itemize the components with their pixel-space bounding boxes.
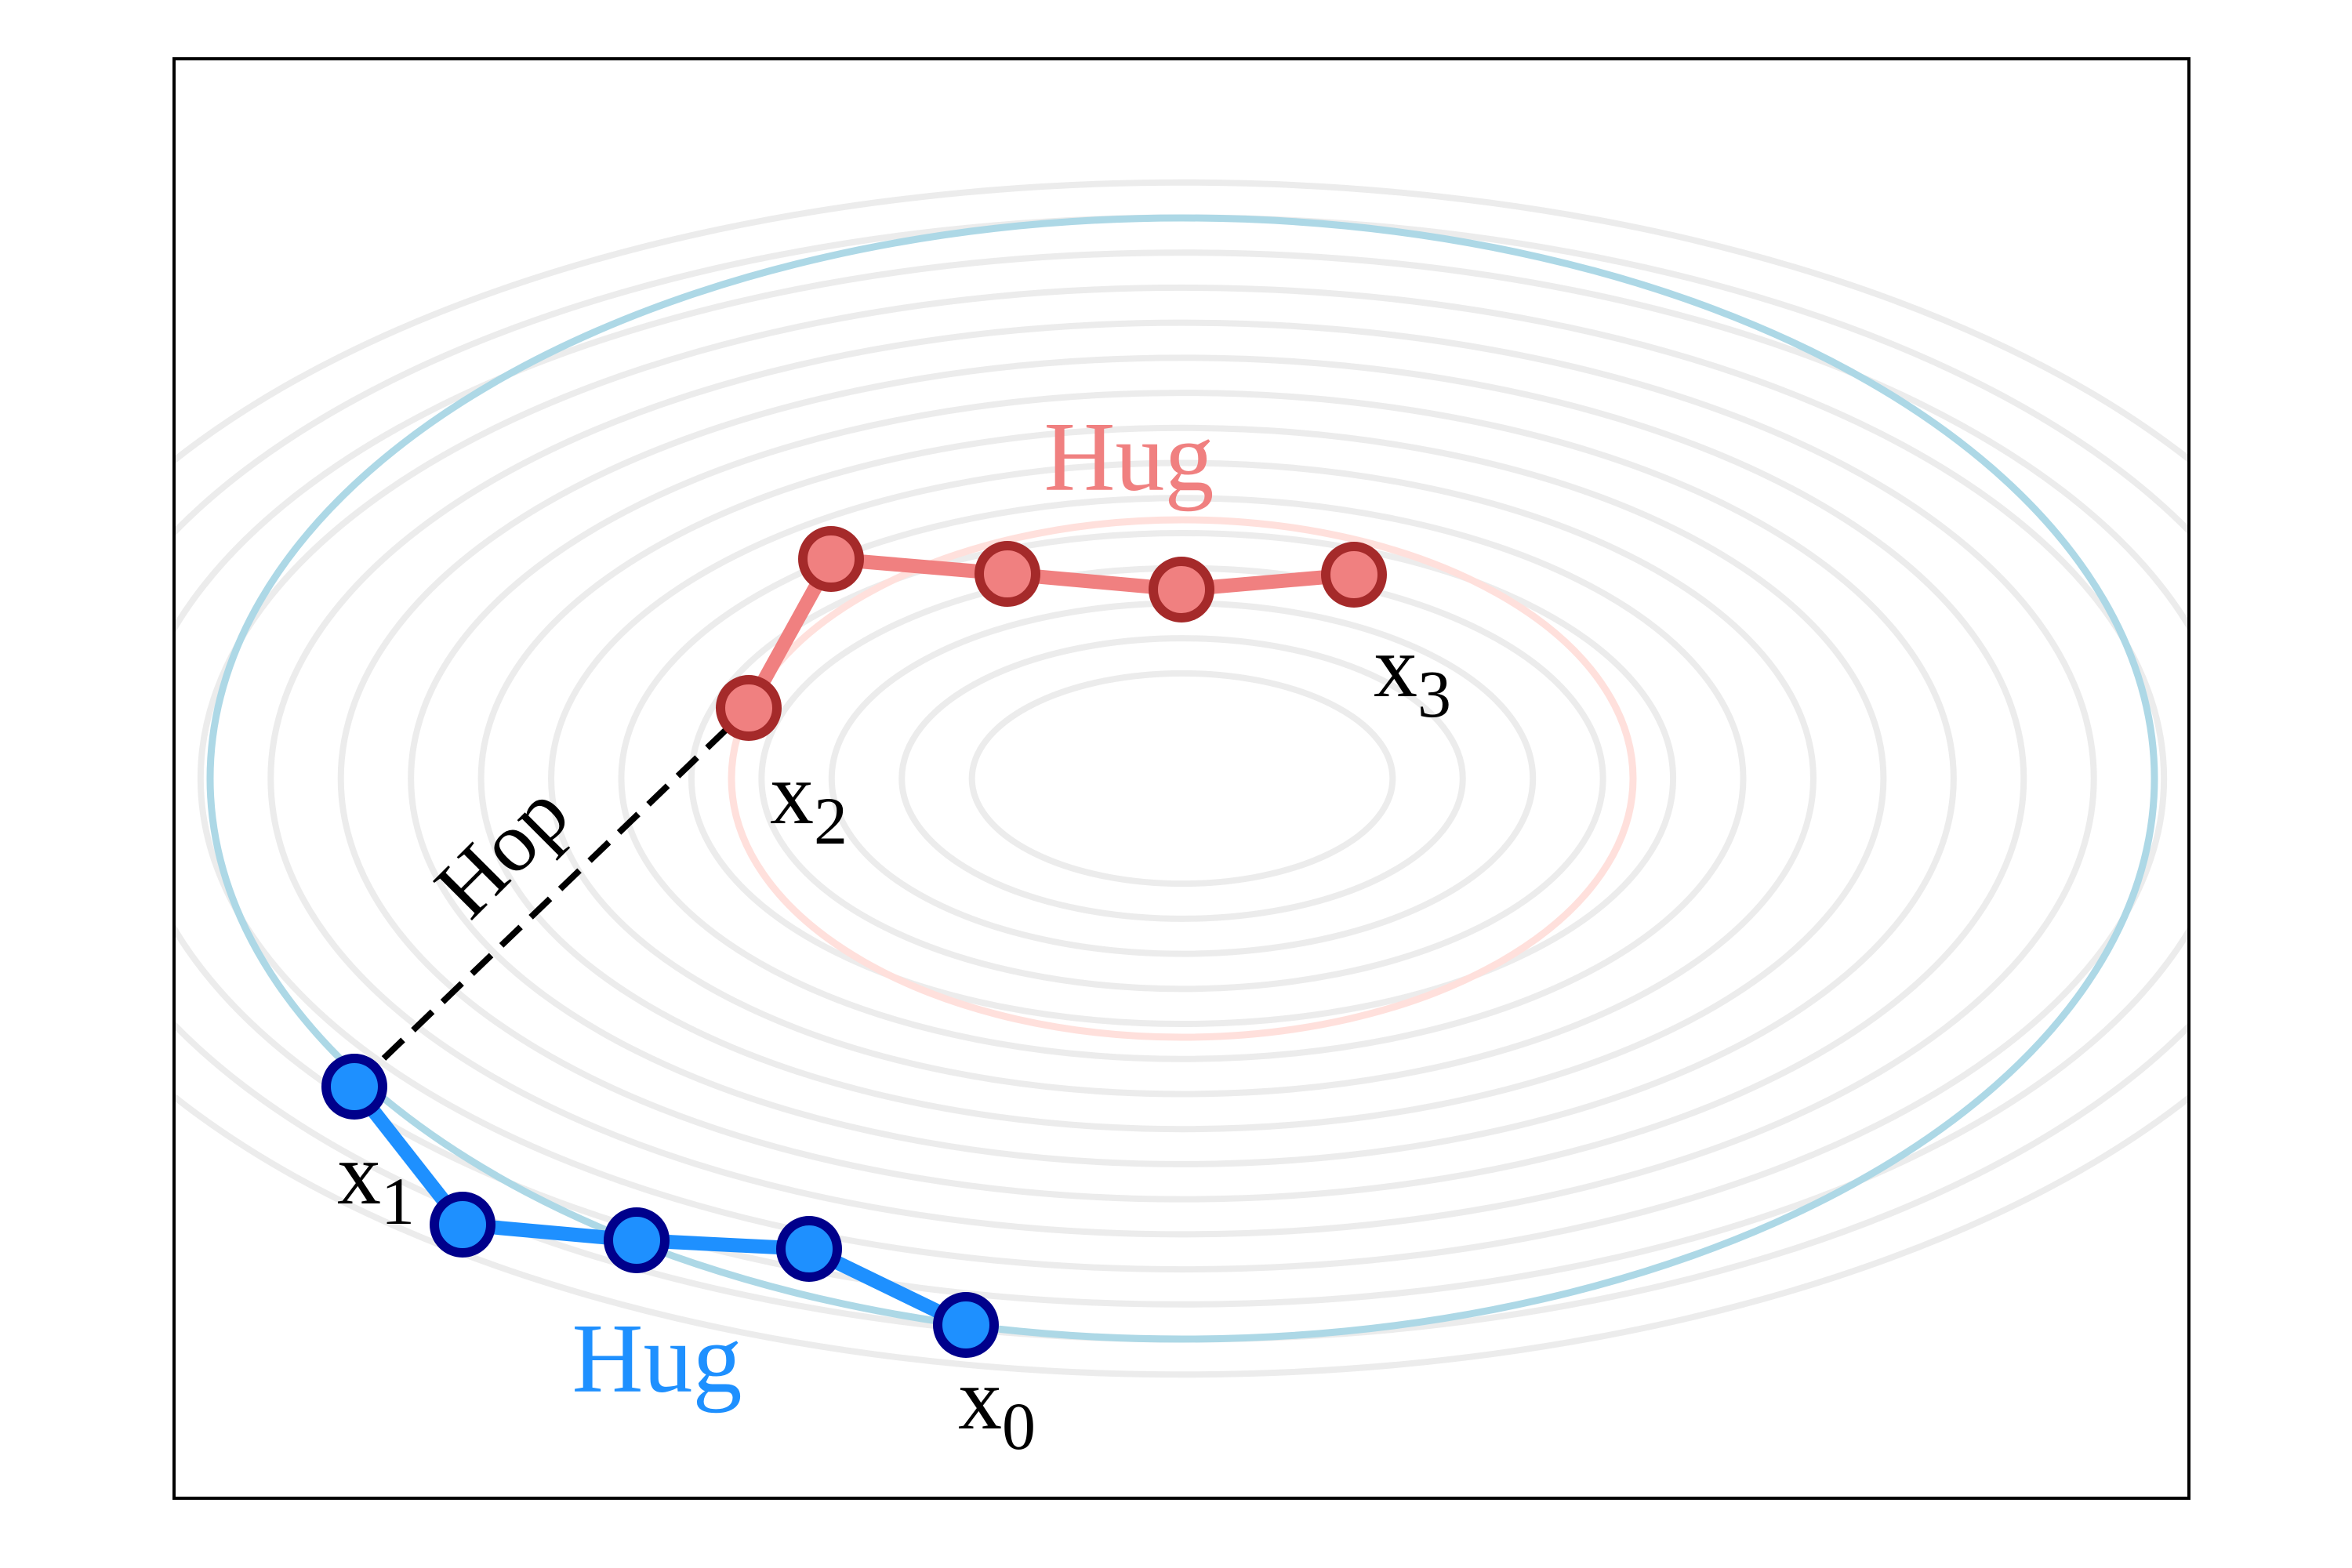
hop-path	[352, 706, 751, 1089]
point-label-x2: x2	[770, 746, 848, 858]
contour-line	[968, 670, 1396, 887]
hop-label: Hop	[418, 767, 587, 936]
red-point-1	[716, 675, 782, 741]
hug-blue-label: Hug	[572, 1305, 742, 1414]
pink-contour-line	[728, 516, 1637, 1041]
trajectory-points	[321, 526, 1387, 1358]
point-label-x0: x0	[958, 1351, 1036, 1464]
contour-line	[618, 495, 1747, 1062]
red-point-5	[1321, 542, 1387, 608]
red-point-2	[798, 526, 864, 592]
contour-line	[197, 284, 2168, 1273]
contour-line	[898, 635, 1466, 922]
point-label-x3: x3	[1374, 619, 1451, 731]
blue-point-3	[604, 1207, 670, 1273]
point-label-x1: x1	[337, 1126, 415, 1239]
contour-line	[477, 424, 1887, 1133]
blue-point-1	[933, 1292, 999, 1358]
blue-point-5	[321, 1054, 387, 1120]
blue-contour-line	[206, 214, 2158, 1343]
highlighted-contours	[206, 214, 2158, 1343]
blue-point-4	[430, 1192, 495, 1258]
contour-line	[267, 319, 2097, 1238]
blue-point-2	[776, 1216, 842, 1282]
axes-frame	[172, 57, 2190, 1500]
red-point-4	[1149, 557, 1214, 622]
contour-line	[174, 249, 2189, 1308]
contour-line	[548, 459, 1817, 1098]
contour-line	[174, 179, 2189, 1378]
hug-red-label: Hug	[1044, 403, 1214, 512]
contour-lines	[174, 179, 2189, 1378]
contour-line	[758, 564, 1606, 993]
contour-line	[688, 529, 1677, 1028]
red-point-3	[975, 541, 1040, 607]
contour-line	[337, 354, 2027, 1203]
contour-line	[408, 390, 1957, 1167]
hop-label-group: Hop	[418, 767, 587, 936]
